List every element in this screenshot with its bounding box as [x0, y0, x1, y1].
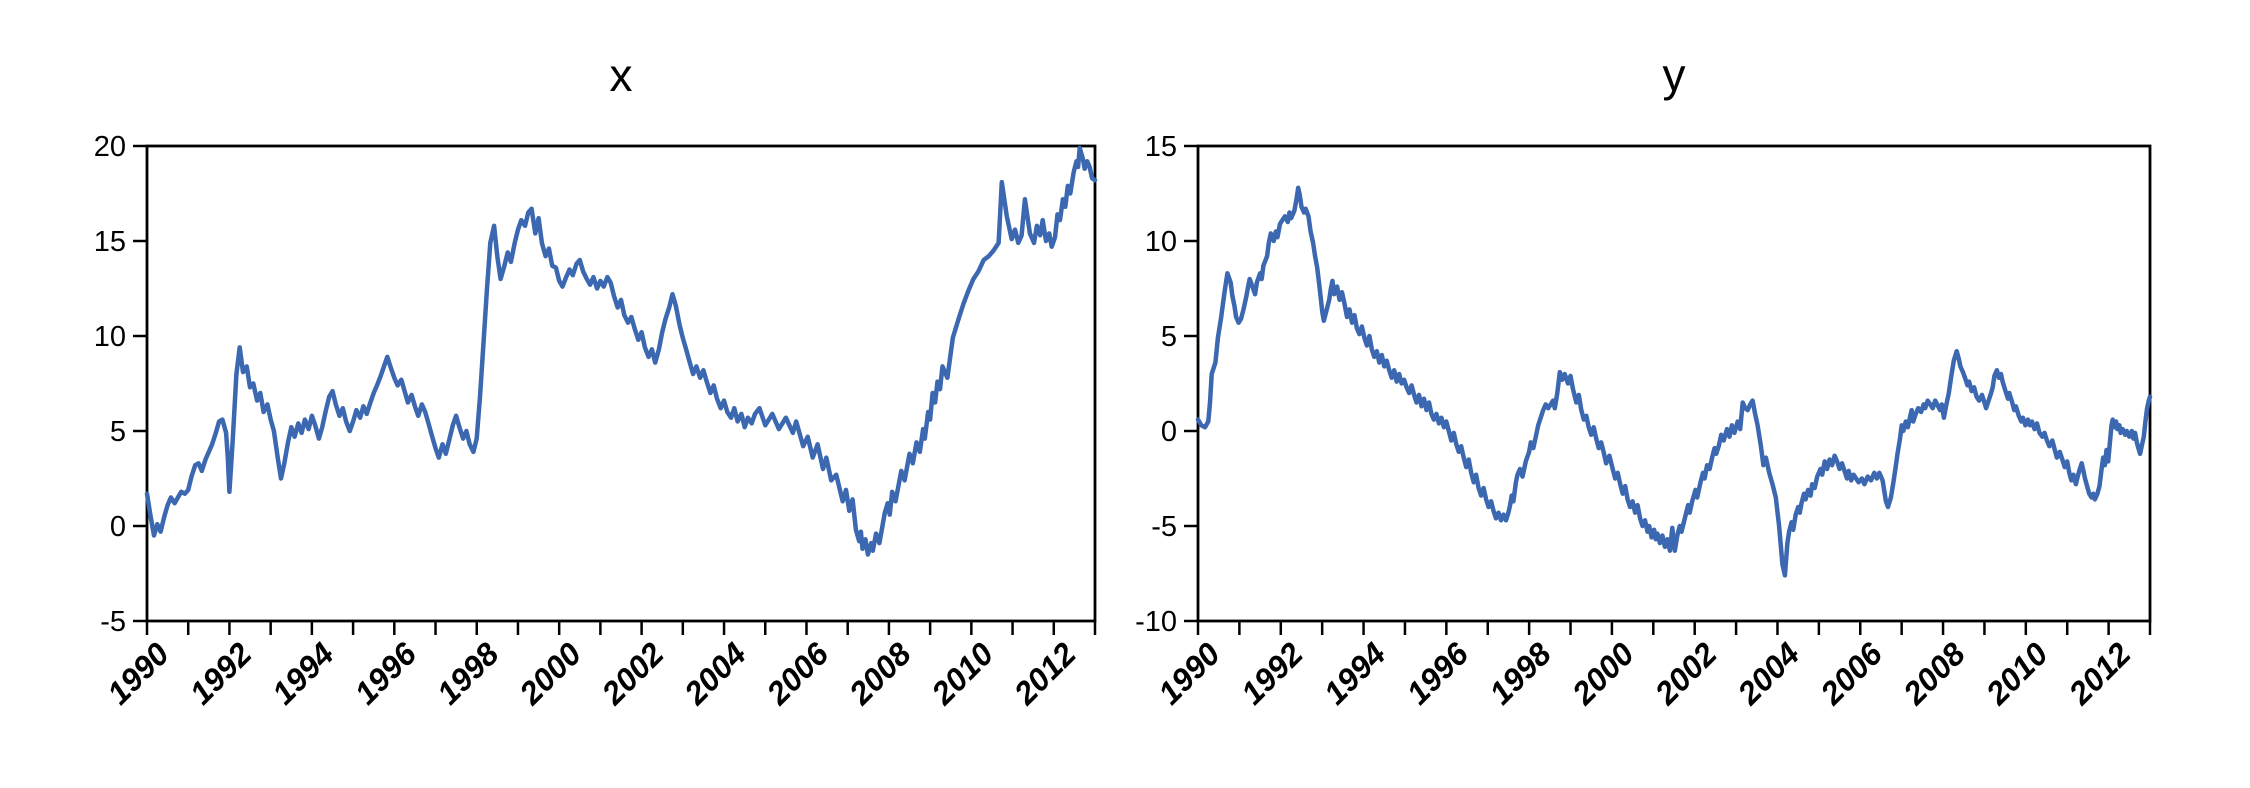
x-tick-label: 2002 [594, 635, 671, 712]
x-tick-label: 1994 [1317, 635, 1393, 711]
y-tick-label: -5 [1151, 511, 1177, 543]
x-tick-label: 2004 [1730, 635, 1807, 712]
x-tick-label: 1998 [430, 635, 506, 711]
x-axis: 1990 1992 1994 1996 1998 2000 2002 2004 2006 2008… [1151, 621, 2152, 712]
y-axis: 15 10 5 0 -5 -10 [1135, 131, 1198, 638]
x-tick-label: 2004 [676, 635, 753, 712]
series-line-y [1195, 185, 2153, 578]
y-tick-label: 0 [1161, 416, 1177, 448]
y-tick-label: 20 [94, 131, 126, 163]
y-tick-label: -5 [100, 606, 126, 638]
x-tick-label: 1990 [100, 635, 176, 711]
y-tick-label: -10 [1135, 606, 1177, 638]
x-tick-label: 1992 [1234, 635, 1310, 711]
y-tick-label: 5 [1161, 321, 1177, 353]
left-chart-title: x [609, 49, 633, 101]
x-tick-label: 2010 [1978, 635, 2055, 712]
x-tick-label: 2006 [759, 635, 836, 712]
x-tick-label: 2002 [1647, 635, 1724, 712]
x-tick-label: 2008 [1895, 635, 1972, 712]
x-tick-label: 1992 [183, 635, 259, 711]
x-tick-label: 2012 [2061, 635, 2138, 712]
x-tick-label: 1998 [1482, 635, 1558, 711]
plot-frame [145, 144, 1097, 623]
x-tick-label: 2012 [1006, 635, 1083, 712]
x-tick-label: 2006 [1813, 635, 1890, 712]
y-tick-label: 15 [1145, 131, 1177, 163]
y-tick-label: 10 [1145, 226, 1177, 258]
plot-frame [1196, 144, 2152, 623]
series-line-x [144, 145, 1098, 557]
y-tick-label: 0 [110, 511, 126, 543]
y-tick-label: 10 [94, 321, 126, 353]
y-tick-label: 15 [94, 226, 126, 258]
x-tick-label: 2000 [1564, 635, 1641, 712]
right-chart-title: y [1662, 49, 1686, 101]
x-tick-label: 1990 [1151, 635, 1227, 711]
y-tick-label: 5 [110, 416, 126, 448]
y-axis: 20 15 10 5 0 -5 [94, 131, 147, 638]
x-tick-label: 1994 [265, 635, 341, 711]
x-axis: 1990 1992 1994 1996 1998 2000 2002 2004 2006 2008… [100, 621, 1097, 712]
x-tick-label: 1996 [347, 635, 423, 711]
x-tick-label: 2000 [512, 635, 589, 712]
x-tick-label: 1996 [1400, 635, 1476, 711]
x-tick-label: 2010 [924, 635, 1001, 712]
x-tick-label: 2008 [841, 635, 918, 712]
